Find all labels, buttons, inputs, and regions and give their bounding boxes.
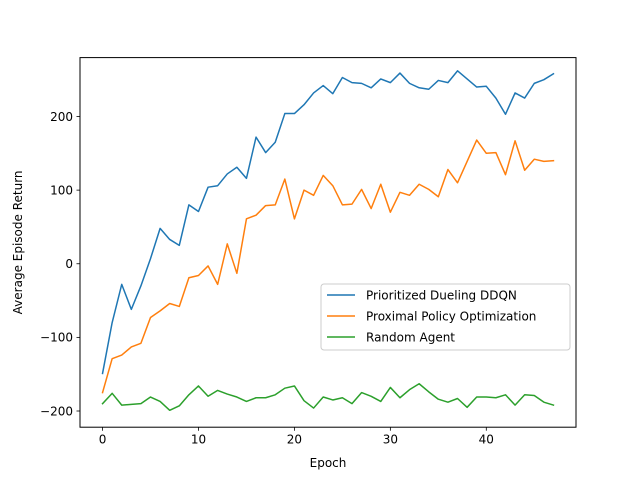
- x-tick-label: 10: [191, 433, 206, 447]
- series-line-0: [101, 70, 555, 375]
- axes-frame: [79, 57, 577, 428]
- plot-area: [101, 70, 555, 412]
- y-tick-label: 0: [65, 257, 73, 271]
- legend-box: [320, 283, 571, 351]
- legend: Prioritized Dueling DDQN Proximal Policy …: [320, 283, 571, 351]
- series-line-2: [101, 383, 555, 412]
- x-axis: 0 10 20 30 40: [99, 427, 494, 447]
- x-tick-label: 40: [479, 433, 494, 447]
- x-tick-label: 30: [383, 433, 398, 447]
- x-axis-label: Epoch: [310, 456, 347, 470]
- y-axis: −200 −100 0 100 200: [40, 110, 80, 418]
- x-tick-label: 20: [287, 433, 302, 447]
- y-tick-label: −200: [40, 404, 73, 418]
- legend-label: Random Agent: [366, 330, 455, 344]
- y-tick-label: 100: [50, 183, 73, 197]
- y-tick-label: 200: [50, 110, 73, 124]
- series-layer: [101, 70, 555, 412]
- series-line-1: [101, 139, 555, 394]
- legend-label: Proximal Policy Optimization: [366, 309, 536, 323]
- y-axis-label: Average Episode Return: [11, 170, 25, 314]
- x-tick-label: 0: [99, 433, 107, 447]
- y-tick-label: −100: [40, 331, 73, 345]
- legend-label: Prioritized Dueling DDQN: [366, 288, 517, 302]
